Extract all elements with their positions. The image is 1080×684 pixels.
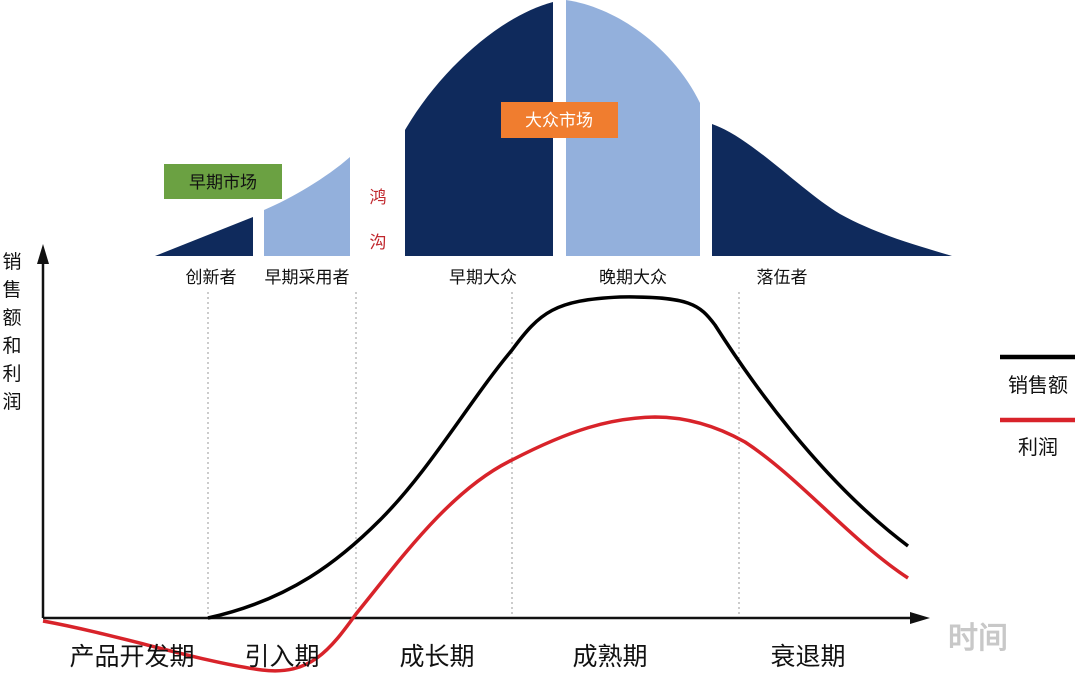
- x-axis-label: 时间: [948, 621, 1008, 656]
- y-axis-char-4: 和: [2, 335, 21, 357]
- sales-curve: [207, 295, 910, 620]
- segment-innovators: 创新者: [186, 268, 237, 288]
- phase-decline: 衰退期: [770, 642, 845, 671]
- phase-maturity: 成熟期: [572, 642, 647, 671]
- early-adopters-area: [264, 157, 350, 256]
- y-axis-arrow: [37, 244, 49, 264]
- early-majority-area: [405, 2, 553, 256]
- phase-dividers: [207, 292, 740, 618]
- chasm-char-2: 沟: [370, 233, 387, 253]
- phase-development: 产品开发期: [69, 642, 194, 671]
- innovators-area: [155, 217, 253, 256]
- legend: 销售额 利润: [1000, 354, 1075, 459]
- phase-introduction: 引入期: [244, 642, 319, 671]
- y-axis-char-5: 利: [2, 363, 21, 385]
- laggards-area: [712, 124, 952, 256]
- y-axis-char-6: 润: [2, 391, 21, 413]
- x-axis-arrow: [910, 612, 930, 624]
- axes: [37, 244, 930, 624]
- early-market-tag: 早期市场: [164, 164, 282, 199]
- segment-early-majority: 早期大众: [449, 268, 517, 288]
- adoption-curve: [155, 0, 952, 256]
- mass-market-label: 大众市场: [525, 111, 593, 131]
- segment-late-majority: 晚期大众: [599, 268, 667, 288]
- late-majority-area: [566, 0, 700, 256]
- legend-sales-label: 销售额: [1008, 373, 1068, 397]
- y-axis-label: 销 售 额 和 利 润: [2, 251, 21, 413]
- segment-early-adopters: 早期采用者: [265, 268, 350, 288]
- chasm-label: 鸿 沟: [370, 188, 387, 253]
- early-market-label: 早期市场: [189, 173, 257, 193]
- chasm-char-1: 鸿: [370, 188, 387, 208]
- y-axis-char-2: 售: [2, 279, 21, 301]
- y-axis-char-3: 额: [2, 307, 21, 329]
- phase-labels: 产品开发期 引入期 成长期 成熟期 衰退期: [69, 642, 845, 671]
- profit-curve: [42, 415, 909, 673]
- adoption-segment-labels: 创新者 早期采用者 早期大众 晚期大众 落伍者: [186, 268, 808, 288]
- phase-growth: 成长期: [399, 642, 474, 671]
- mass-market-tag: 大众市场: [501, 102, 618, 138]
- segment-laggards: 落伍者: [757, 268, 808, 288]
- legend-profit-label: 利润: [1018, 435, 1058, 459]
- y-axis-char-1: 销: [2, 251, 21, 273]
